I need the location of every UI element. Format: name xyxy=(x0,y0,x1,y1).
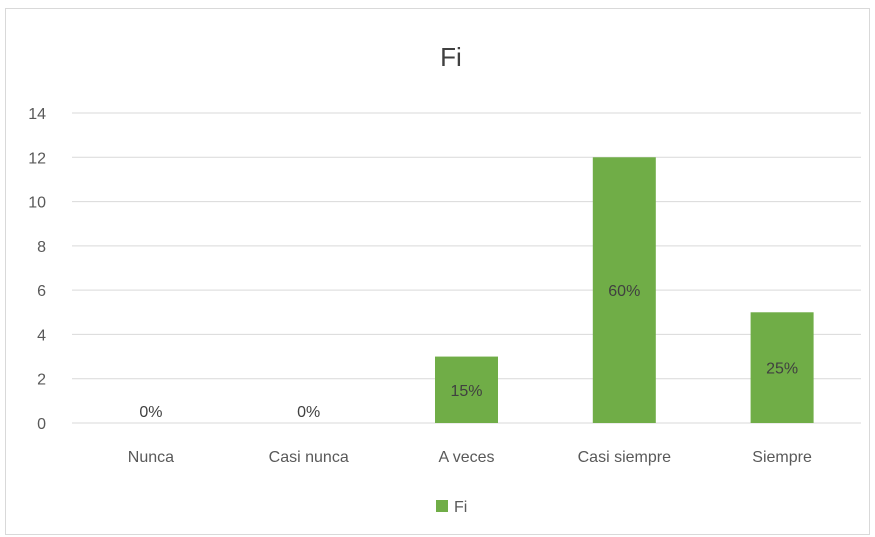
gridlines xyxy=(72,112,861,424)
bars xyxy=(435,157,814,424)
data-label: 15% xyxy=(450,383,482,400)
y-tick-label: 4 xyxy=(37,327,46,344)
data-label: 60% xyxy=(608,283,640,300)
legend-label: Fi xyxy=(454,499,467,516)
x-tick-label: Siempre xyxy=(752,449,812,466)
x-tick-label: Casi siempre xyxy=(578,449,671,466)
y-tick-label: 14 xyxy=(28,106,46,123)
data-labels: 0% 0% 15% 60% 25% xyxy=(139,283,798,421)
chart-frame xyxy=(5,8,870,535)
data-label: 0% xyxy=(139,404,162,421)
y-tick-label: 12 xyxy=(28,150,46,167)
y-tick-label: 6 xyxy=(37,283,46,300)
y-axis-ticks: 0 2 4 6 8 10 12 14 xyxy=(28,106,46,433)
y-tick-label: 10 xyxy=(28,195,46,212)
legend: Fi xyxy=(436,499,467,516)
bar xyxy=(435,356,498,423)
x-tick-label: Nunca xyxy=(128,449,174,466)
data-label: 25% xyxy=(766,361,798,378)
bar xyxy=(592,157,656,424)
x-axis-ticks: Nunca Casi nunca A veces Casi siempre Siempr… xyxy=(128,449,812,466)
y-tick-label: 8 xyxy=(37,239,46,256)
y-tick-label: 0 xyxy=(37,416,46,433)
x-tick-label: A veces xyxy=(438,449,494,466)
chart-title: Fi xyxy=(440,42,462,72)
legend-swatch xyxy=(436,500,448,512)
x-tick-label: Casi nunca xyxy=(269,449,349,466)
y-tick-label: 2 xyxy=(37,372,46,389)
data-label: 0% xyxy=(297,404,320,421)
bar xyxy=(750,312,814,423)
